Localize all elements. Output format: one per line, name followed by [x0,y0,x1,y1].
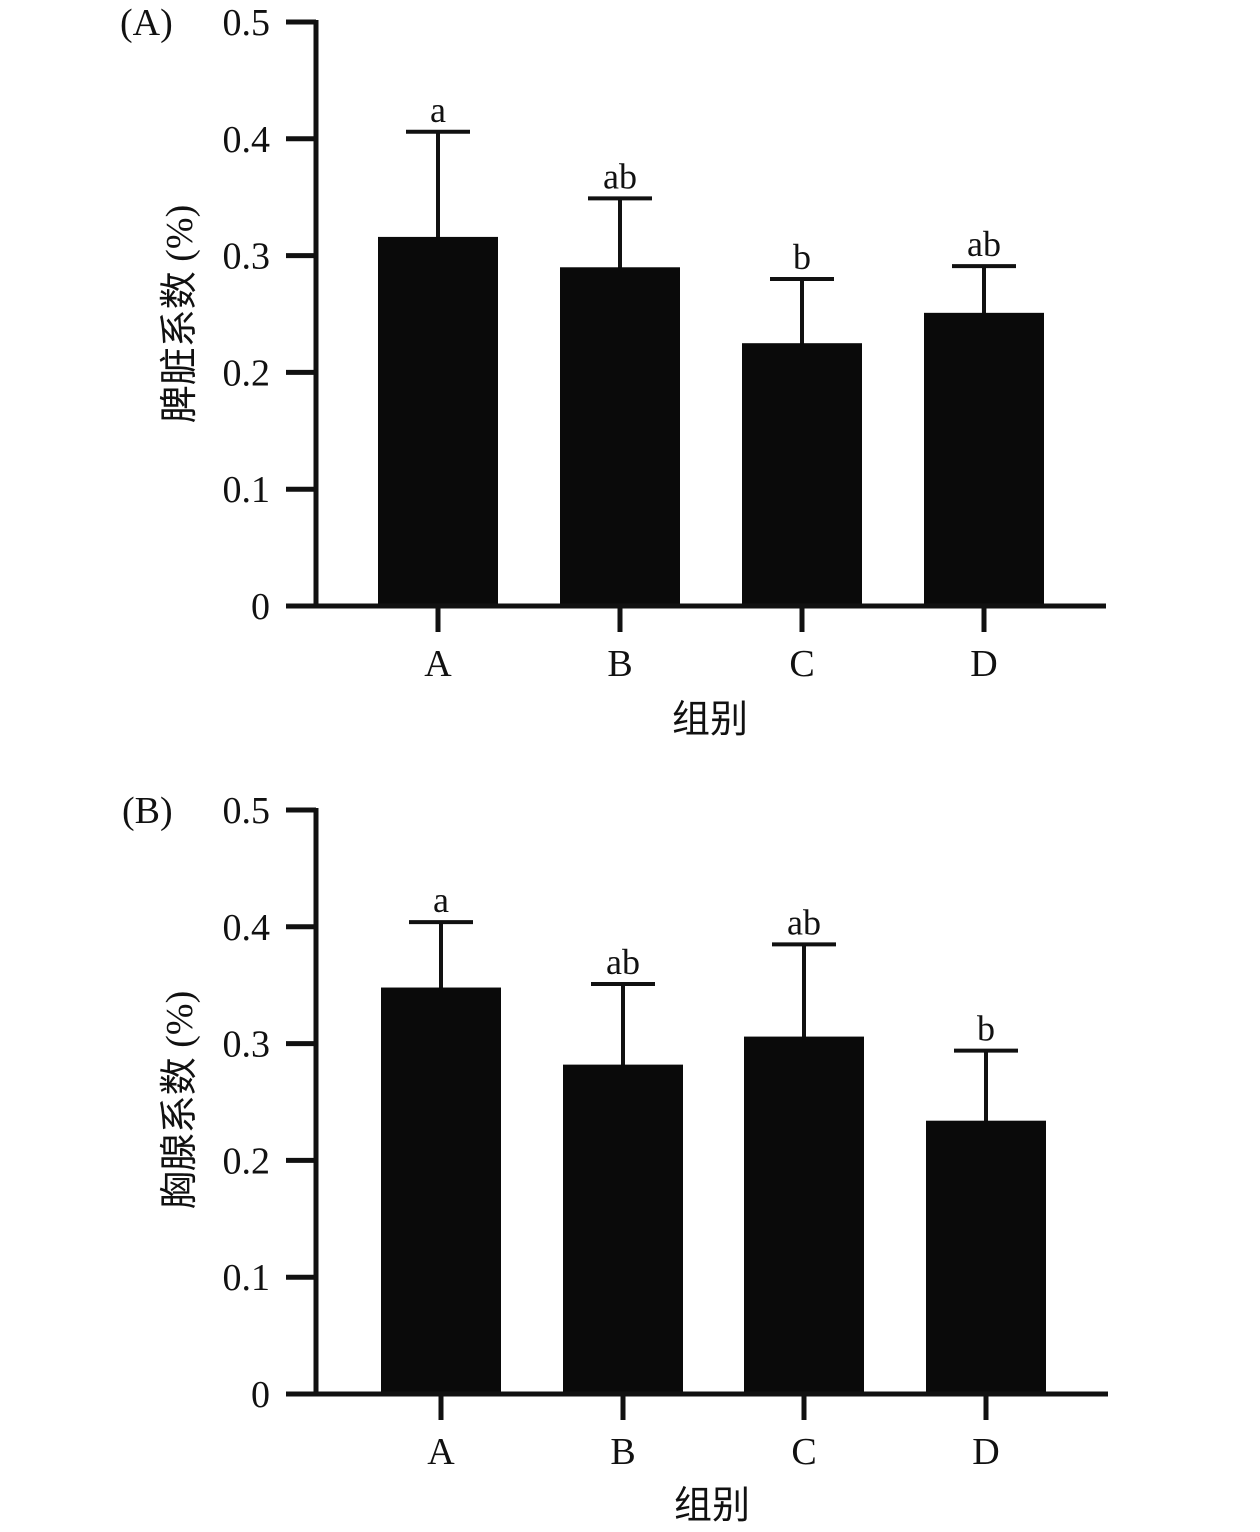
x-tick-label: D [970,643,997,685]
chart-panel-a: (A) 脾脏系数 (%) 组别 a Aab Bb Cab D 0 0.1 0.2 0.3 0.4 0… [120,2,1106,741]
bar-B [560,267,680,606]
x-tick-label: B [610,1431,635,1473]
y-tick-label: 0.4 [223,907,271,949]
significance-label: ab [787,902,821,942]
chart-marks: a Aab Bb Cab D 0 0.1 0.2 0.3 0.4 0.5 [223,2,1106,685]
y-tick-label: 0.1 [223,1257,271,1299]
significance-label: ab [603,156,637,196]
bar-B [563,1064,683,1394]
y-tick-label: 0.5 [223,790,271,832]
y-axis-title: 脾脏系数 (%) [159,205,201,423]
y-tick-label: 0.2 [223,1140,271,1182]
bar-D [924,312,1044,606]
panel-label: (A) [120,2,173,44]
x-tick-label: C [791,1431,816,1473]
y-axis-title: 胸腺系数 (%) [159,991,201,1209]
y-tick-label: 0.3 [223,236,271,278]
x-tick-label: D [972,1431,999,1473]
significance-label: ab [606,942,640,982]
bar-A [378,236,498,607]
y-tick-label: 0.2 [223,352,271,394]
y-tick-label: 0.4 [223,119,271,161]
bar-D [926,1120,1046,1394]
x-tick-label: C [789,643,814,685]
bar-C [744,1036,864,1394]
x-tick-label: A [424,643,452,685]
x-axis-title: 组别 [674,1485,750,1527]
panel-label: (B) [122,790,173,832]
y-tick-label: 0 [251,1374,270,1416]
significance-label: b [977,1009,995,1049]
chart-panel-b: (B) 胸腺系数 (%) 组别 a Aab Bab Cb D 0 0.1 0.2 0.3 0.4 0… [122,790,1108,1527]
bar-C [742,343,862,606]
chart-marks: a Aab Bab Cb D 0 0.1 0.2 0.3 0.4 0.5 [223,790,1108,1473]
x-tick-label: B [607,643,632,685]
bar-A [381,987,501,1394]
x-axis-title: 组别 [672,699,748,741]
significance-label: ab [967,224,1001,264]
y-tick-label: 0.1 [223,469,271,511]
y-tick-label: 0.5 [223,2,271,44]
x-tick-label: A [427,1431,455,1473]
significance-label: a [433,880,449,920]
y-tick-label: 0.3 [223,1024,271,1066]
y-tick-label: 0 [251,586,270,628]
significance-label: a [430,90,446,130]
significance-label: b [793,237,811,277]
